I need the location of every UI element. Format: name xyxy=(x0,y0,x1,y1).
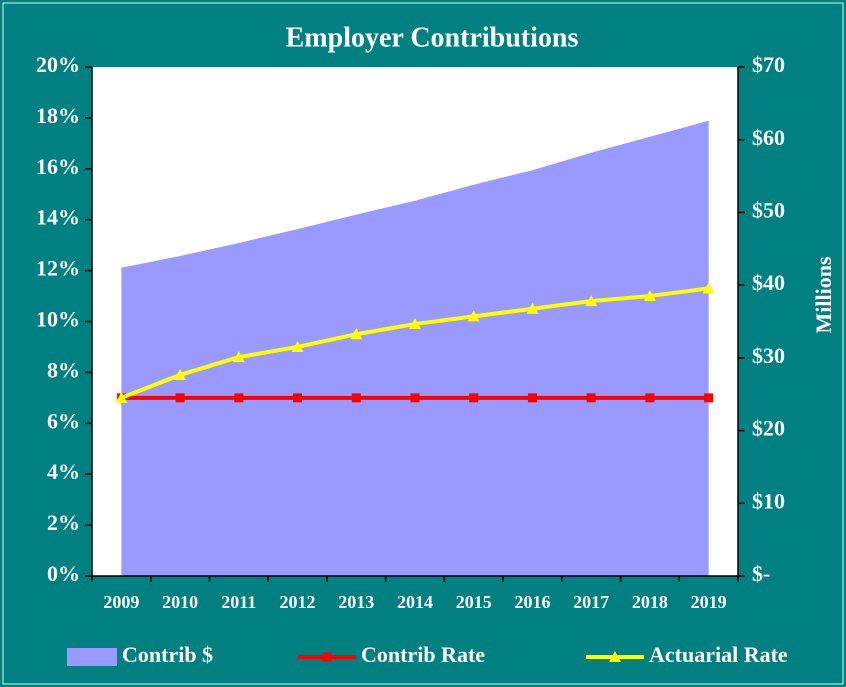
y-tick-label: 18% xyxy=(36,103,80,128)
legend-marker xyxy=(322,652,332,662)
marker xyxy=(467,310,480,322)
marker xyxy=(469,393,479,403)
y2-tick-label: $60 xyxy=(752,125,785,150)
y2-tick-label: $- xyxy=(752,561,770,586)
area xyxy=(121,120,709,577)
marker xyxy=(293,393,303,403)
y2-tick-label: $30 xyxy=(752,343,785,368)
x-tick-label: 2011 xyxy=(221,592,256,612)
marker xyxy=(526,302,539,314)
x-tick-label: 2009 xyxy=(103,592,139,612)
legend-label: Contrib $ xyxy=(122,642,213,667)
x-tick-label: 2013 xyxy=(338,592,374,612)
x-tick-label: 2016 xyxy=(514,592,550,612)
y-tick-label: 2% xyxy=(47,510,80,535)
y-tick-label: 8% xyxy=(47,357,80,382)
chart-title: Employer Contributions xyxy=(286,22,579,53)
y2-tick-label: $10 xyxy=(752,488,785,513)
marker xyxy=(175,393,185,403)
marker xyxy=(586,393,596,403)
legend-marker xyxy=(609,651,621,662)
legend-label: Contrib Rate xyxy=(361,642,485,667)
x-tick-label: 2014 xyxy=(397,592,433,612)
marker xyxy=(232,351,245,363)
x-tick-label: 2015 xyxy=(456,592,492,612)
marker xyxy=(702,282,715,294)
y-tick-label: 12% xyxy=(36,256,80,281)
y-tick-label: 14% xyxy=(36,205,80,230)
y-tick-label: 16% xyxy=(36,154,80,179)
marker xyxy=(645,393,655,403)
marker xyxy=(527,393,537,403)
y2-tick-label: $20 xyxy=(752,416,785,441)
marker xyxy=(585,295,598,307)
marker xyxy=(115,391,128,403)
y2-axis-label: Millions xyxy=(811,256,836,333)
marker xyxy=(351,393,361,403)
y-tick-label: 6% xyxy=(47,408,80,433)
marker xyxy=(350,328,363,340)
legend-label: Actuarial Rate xyxy=(649,642,788,667)
marker xyxy=(234,393,244,403)
x-tick-label: 2019 xyxy=(691,592,727,612)
marker xyxy=(174,368,187,380)
y-tick-label: 10% xyxy=(36,307,80,332)
y-tick-label: 20% xyxy=(36,52,80,77)
marker xyxy=(410,393,420,403)
y-tick-label: 4% xyxy=(47,459,80,484)
marker xyxy=(409,318,421,330)
legend-swatch xyxy=(67,648,117,666)
marker xyxy=(291,340,304,352)
marker xyxy=(643,290,656,302)
y-tick-label: 0% xyxy=(47,561,80,586)
x-tick-label: 2017 xyxy=(573,592,609,612)
x-tick-label: 2010 xyxy=(162,592,198,612)
x-tick-label: 2018 xyxy=(632,592,668,612)
x-tick-label: 2012 xyxy=(280,592,316,612)
marker xyxy=(704,393,714,403)
y2-tick-label: $50 xyxy=(752,197,785,222)
y2-tick-label: $70 xyxy=(752,52,785,77)
y2-tick-label: $40 xyxy=(752,270,785,295)
